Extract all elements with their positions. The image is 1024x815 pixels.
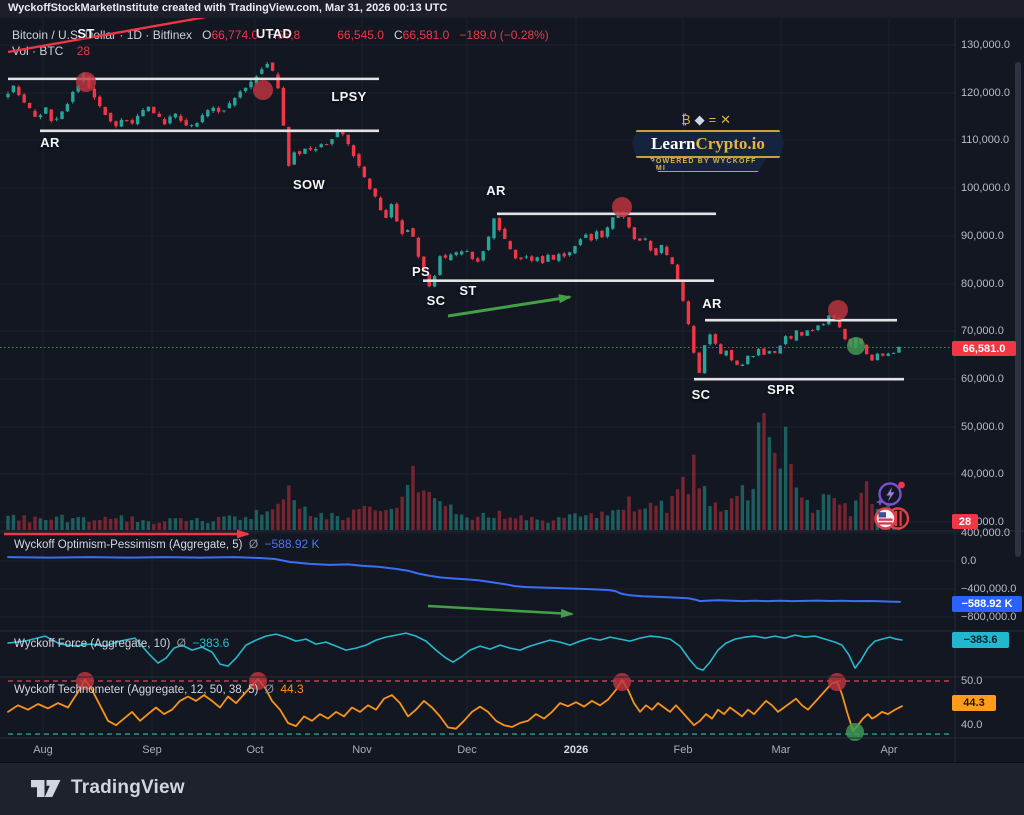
wyckoff-event-label: ST <box>77 26 95 41</box>
ohlc-high-value: 66,8 <box>276 28 301 42</box>
time-axis-tick: Mar <box>771 744 791 756</box>
price-axis-tick: 60,000.0 <box>961 373 1004 385</box>
wyckoff-event-label: LPSY <box>331 89 367 104</box>
op-axis-tick: 400,000.0 <box>961 527 1010 539</box>
op-axis-tick: −800,000.0 <box>961 611 1017 623</box>
price-axis-tick: 110,000.0 <box>961 134 1010 146</box>
op-axis-tick: −400,000.0 <box>961 583 1017 595</box>
average-symbol: Ø <box>248 537 259 551</box>
time-axis-tick: 2026 <box>563 744 589 756</box>
price-axis-tick: 120,000.0 <box>961 87 1010 99</box>
ohlc-low-value: 66,545.0 <box>337 28 384 42</box>
wyckoff-event-label: AR <box>702 296 722 311</box>
force-indicator-title[interactable]: Wyckoff Force (Aggregate, 10) <box>14 638 171 650</box>
wyckoff-event-label: SC <box>691 387 711 402</box>
tech-axis-tick: 50.0 <box>961 675 983 687</box>
force-value-badge: −383.6 <box>952 632 1009 648</box>
op-indicator-legend: Wyckoff Optimism-Pessimism (Aggregate, 5… <box>14 537 320 551</box>
wyckoff-event-label: ST <box>459 283 477 298</box>
tech-indicator-title[interactable]: Wyckoff Technometer (Aggregate, 12, 50, … <box>14 684 259 696</box>
brand-learn: Learn <box>651 134 696 153</box>
volume-value: 28 <box>76 44 91 58</box>
tech-indicator-value: 44.3 <box>280 682 304 696</box>
volume-badge: 28 <box>952 514 978 529</box>
learncrypto-banner: Learn Crypto.io <box>632 130 784 158</box>
usd-pair-coins-icon <box>874 507 910 530</box>
volume-label[interactable]: Vol · BTC <box>12 44 64 58</box>
tradingview-logo-text: TradingView <box>71 777 185 798</box>
last-price-badge: 66,581.0 <box>952 341 1016 356</box>
attribution-text: WyckoffStockMarketInstitute created with… <box>8 2 448 14</box>
learncrypto-watermark: ₿◆=✕ Learn Crypto.io POWERED BY WYCKOFF S… <box>628 112 788 172</box>
attribution-bar: WyckoffStockMarketInstitute created with… <box>0 0 1024 18</box>
symbol-description[interactable]: Bitcoin / U.S. Dollar · 1D · Bitfinex <box>12 28 193 42</box>
price-axis-tick: 50,000.0 <box>961 421 1004 433</box>
time-axis-tick: Nov <box>352 744 372 756</box>
wyckoff-event-label: AR <box>40 135 60 150</box>
op-indicator-title[interactable]: Wyckoff Optimism-Pessimism (Aggregate, 5… <box>14 539 243 551</box>
tradingview-logo-link[interactable]: TradingView <box>30 776 185 800</box>
average-symbol: Ø <box>264 682 274 696</box>
tradingview-logo-icon <box>31 780 61 797</box>
price-axis-tick: 70,000.0 <box>961 325 1004 337</box>
wyckoff-event-label: PS <box>412 264 430 279</box>
price-axis-tick: 130,000.0 <box>961 39 1010 51</box>
wyckoff-event-label: SOW <box>293 177 325 192</box>
bitcoin-icon: ₿ <box>680 112 695 127</box>
brand-crypto: Crypto.io <box>695 134 765 153</box>
price-axis-tick: 80,000.0 <box>961 278 1004 290</box>
ethereum-icon: ◆ <box>694 112 709 127</box>
price-chart-canvas[interactable] <box>0 0 1024 762</box>
force-indicator-legend: Wyckoff Force (Aggregate, 10) Ø −383.6 <box>14 636 229 650</box>
ohlc-open-value: 66,774.0 <box>211 28 259 42</box>
wyckoff-event-label: SPR <box>767 382 795 397</box>
time-axis-tick: Apr <box>880 744 898 756</box>
average-symbol: Ø <box>176 636 186 650</box>
time-axis-tick: Oct <box>246 744 264 756</box>
op-axis-tick: 0.0 <box>961 555 977 567</box>
equals-icon: = <box>708 112 721 127</box>
tech-axis-tick: 40.0 <box>961 719 983 731</box>
ohlc-close-label: C <box>393 28 403 42</box>
wyckoff-event-label: UTAD <box>255 26 293 41</box>
learncrypto-tagline: POWERED BY WYCKOFF SMI <box>650 158 766 172</box>
ohlc-open-label: O <box>202 28 212 42</box>
tech-indicator-legend: Wyckoff Technometer (Aggregate, 12, 50, … <box>14 682 304 696</box>
force-indicator-value: −383.6 <box>192 636 230 650</box>
price-axis-tick: 100,000.0 <box>961 182 1010 194</box>
time-axis-tick: Sep <box>142 744 162 756</box>
change-value: −189.0 (−0.28%) <box>459 28 549 42</box>
time-axis-tick: Dec <box>457 744 477 756</box>
wyckoff-event-label: SC <box>426 293 446 308</box>
time-axis-tick: Feb <box>673 744 693 756</box>
xrp-icon: ✕ <box>720 112 736 127</box>
spark-widget-icon[interactable] <box>874 477 908 511</box>
footer-bar: TradingView <box>0 762 1024 815</box>
crypto-icons-row: ₿◆=✕ <box>628 112 788 128</box>
op-value-badge: −588.92 K <box>952 596 1022 612</box>
volume-legend: Vol · BTC 28 <box>12 44 90 58</box>
tech-value-badge: 44.3 <box>952 695 996 711</box>
op-indicator-value: −588.92 K <box>264 537 320 551</box>
ohlc-close-value: 66,581.0 <box>402 28 450 42</box>
ohlc-high-label: H <box>268 28 277 42</box>
price-axis-tick: 40,000.0 <box>961 468 1004 480</box>
time-axis-tick: Aug <box>33 744 53 756</box>
price-axis-tick: 90,000.0 <box>961 230 1004 242</box>
wyckoff-event-label: AR <box>486 183 506 198</box>
